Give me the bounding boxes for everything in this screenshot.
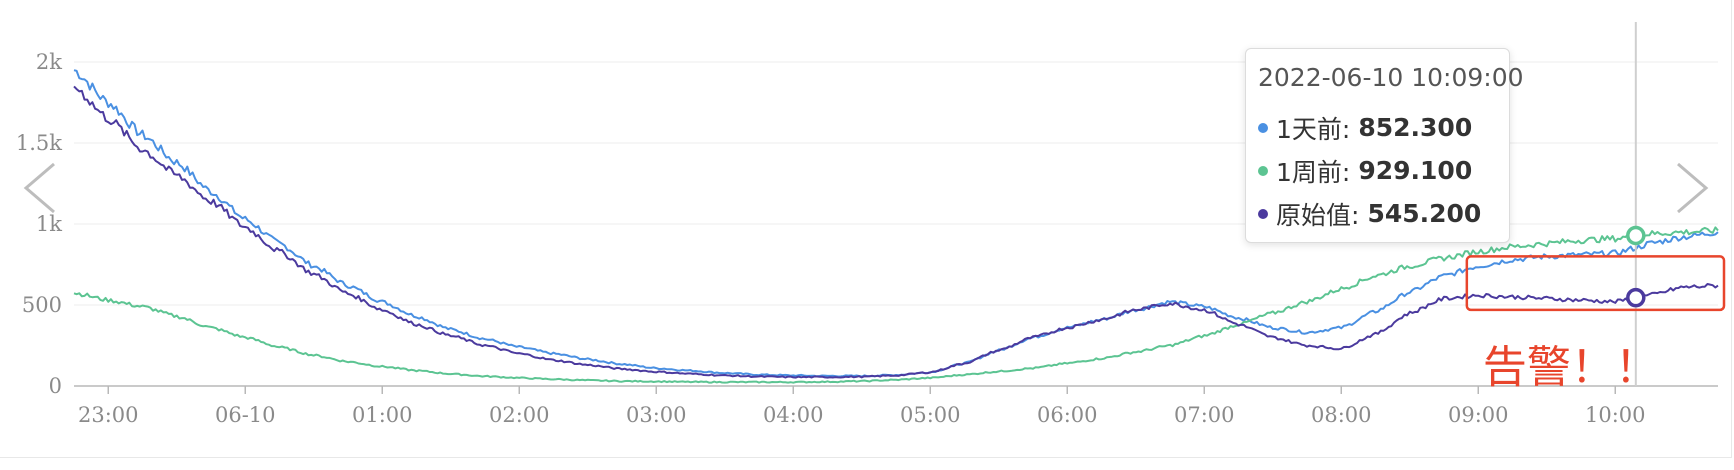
series-dot-1day (1258, 122, 1268, 133)
x-tick-label: 02:00 (489, 403, 550, 427)
x-tick-label: 06:00 (1037, 403, 1098, 427)
tooltip-value: 545.200 (1367, 199, 1482, 228)
tooltip-value: 852.300 (1358, 113, 1473, 142)
y-tick-label: 2k (36, 50, 62, 74)
alert-box (1465, 255, 1726, 312)
chevron-right-icon[interactable] (1672, 160, 1712, 216)
tooltip-value: 929.100 (1358, 156, 1473, 185)
tooltip-row-raw: 原始值: 545.200 (1258, 192, 1509, 235)
alert-label: 告警！！ (1483, 342, 1659, 393)
x-tick-label: 10:00 (1585, 403, 1646, 427)
x-tick-label: 05:00 (900, 403, 961, 427)
series-dot-raw (1258, 208, 1268, 219)
series-lines (73, 69, 1719, 384)
x-tick-label: 06-10 (215, 403, 276, 427)
tooltip: 2022-06-10 10:09:00 1天前: 852.300 1周前: 92… (1245, 48, 1524, 243)
tooltip-row-1day: 1天前: 852.300 (1258, 106, 1509, 149)
y-tick-label: 500 (22, 293, 62, 317)
x-tick-label: 09:00 (1448, 403, 1509, 427)
x-tick-label: 07:00 (1174, 403, 1235, 427)
x-tick-label: 23:00 (78, 403, 139, 427)
x-tick-label: 03:00 (626, 403, 687, 427)
axes: 0 500 1k 1.5k 2k 23:00 06-10 01:00 02:00 03:00 04:… (16, 50, 1646, 427)
tooltip-label: 原始值: (1276, 200, 1360, 230)
y-tick-label: 1k (36, 212, 62, 236)
tooltip-row-1week: 1周前: 929.100 (1258, 149, 1509, 192)
tooltip-label: 1周前: (1276, 157, 1351, 187)
series-line-2 (73, 85, 1719, 379)
series-dot-1week (1258, 165, 1268, 176)
hover-point (1626, 287, 1646, 308)
chevron-left-icon[interactable] (20, 160, 60, 216)
y-tick-label: 1.5k (16, 131, 62, 155)
tooltip-time: 2022-06-10 10:09:00 (1258, 63, 1524, 92)
series-line-1 (73, 226, 1719, 384)
hover-point (1626, 225, 1646, 246)
x-tick-label: 08:00 (1311, 403, 1372, 427)
y-tick-label: 0 (49, 374, 62, 398)
x-tick-label: 01:00 (352, 403, 413, 427)
x-tick-label: 04:00 (763, 403, 824, 427)
tooltip-label: 1天前: (1276, 114, 1351, 144)
chart-panel (0, 0, 1732, 458)
overlay: 告警！！ (1465, 22, 1726, 393)
